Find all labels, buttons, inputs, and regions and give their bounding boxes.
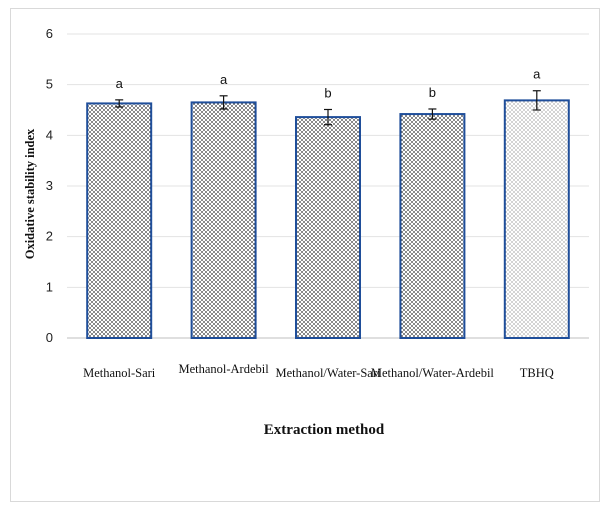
bar xyxy=(295,116,361,339)
x-tick-label: TBHQ xyxy=(520,366,554,380)
significance-letter: a xyxy=(533,67,541,82)
x-axis-ticks: Methanol-Sari Methanol-Ardebil Methanol/Wa… xyxy=(83,362,554,380)
bars: a a b b a xyxy=(86,67,570,340)
bar xyxy=(399,113,466,340)
x-tick-label: Methanol/Water-Ardebil xyxy=(371,366,495,380)
y-tick-label: 0 xyxy=(46,330,53,345)
significance-letter: b xyxy=(429,85,436,100)
x-tick-label: Methanol/Water-Sari xyxy=(276,366,381,380)
bar xyxy=(503,99,570,339)
y-tick-label: 6 xyxy=(46,26,53,41)
bar xyxy=(86,102,153,339)
significance-letter: a xyxy=(116,76,124,91)
y-tick-label: 3 xyxy=(46,178,53,193)
y-tick-label: 2 xyxy=(46,229,53,244)
y-tick-label: 5 xyxy=(46,77,53,92)
y-axis-ticks: 0 1 2 3 4 5 6 xyxy=(46,26,53,345)
chart-frame: 0 1 2 3 4 5 6 a a b b a Methanol-Sari Methanol-Arde… xyxy=(10,8,600,502)
x-tick-label: Methanol-Sari xyxy=(83,366,156,380)
x-axis-title: Extraction method xyxy=(264,422,385,438)
x-tick-label: Methanol-Ardebil xyxy=(178,362,269,376)
significance-letter: a xyxy=(220,72,228,87)
significance-letter: b xyxy=(324,85,331,100)
bar xyxy=(190,101,257,340)
y-axis-title: Oxidative stability index xyxy=(23,128,37,259)
y-tick-label: 4 xyxy=(46,127,53,142)
bar-chart: 0 1 2 3 4 5 6 a a b b a Methanol-Sari Methanol-Arde… xyxy=(23,26,589,438)
y-tick-label: 1 xyxy=(46,279,53,294)
